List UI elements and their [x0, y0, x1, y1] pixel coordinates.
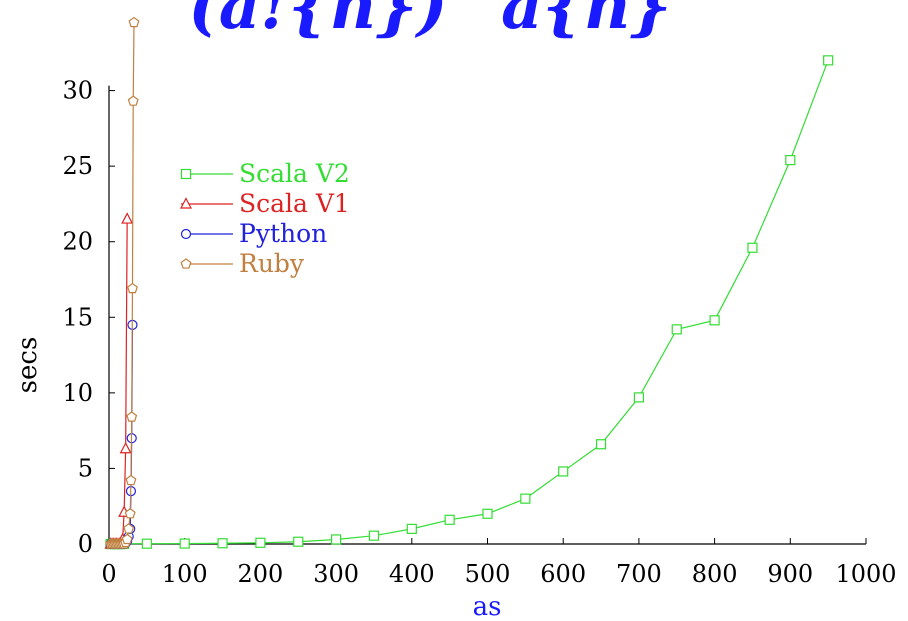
series-layer — [104, 16, 834, 550]
legend-item: Scala V2 — [180, 159, 350, 188]
y-tick-label: 15 — [62, 303, 93, 331]
data-point — [141, 538, 152, 549]
axes — [108, 85, 866, 545]
data-point — [217, 538, 228, 549]
y-tick-label: 10 — [62, 379, 93, 407]
data-point — [331, 534, 342, 545]
y-tick-label: 30 — [62, 77, 93, 105]
x-tick-label: 300 — [313, 560, 359, 588]
y-tick-label: 25 — [62, 152, 93, 180]
x-tick-label: 600 — [540, 560, 586, 588]
series-scala-v2 — [105, 55, 834, 550]
legend-marker — [180, 168, 192, 180]
x-tick-label: 900 — [767, 560, 813, 588]
legend-item: Scala V1 — [180, 189, 350, 218]
legend-marker — [180, 228, 192, 240]
x-tick-label: 700 — [616, 560, 662, 588]
data-point — [119, 441, 132, 454]
x-tick-label: 200 — [237, 560, 283, 588]
data-point — [121, 533, 133, 545]
legend-label: Ruby — [239, 249, 305, 278]
x-tick-label: 800 — [692, 560, 738, 588]
data-point — [293, 536, 304, 547]
x-tick-label: 100 — [162, 560, 208, 588]
data-point — [823, 55, 834, 66]
series-line — [110, 219, 128, 545]
legend-item: Python — [180, 219, 327, 248]
data-point — [406, 523, 417, 534]
legend-label: Scala V1 — [239, 189, 350, 218]
y-axis-ticks: 0 5 10 15 20 25 30 — [62, 77, 115, 558]
chart-title: (a!{n})^a{n} — [189, 0, 672, 44]
data-point — [747, 242, 758, 253]
series-line — [110, 60, 829, 545]
data-point — [123, 523, 135, 534]
data-point — [558, 466, 569, 477]
data-point — [633, 392, 645, 403]
x-axis-ticks: 0 100 200 300 400 500 600 700 800 900 1000 — [101, 538, 897, 588]
series-ruby — [105, 16, 140, 549]
data-point — [671, 324, 682, 335]
legend-label: Scala V2 — [239, 159, 350, 188]
data-point — [126, 411, 138, 422]
data-point — [179, 538, 190, 549]
data-point — [595, 439, 607, 450]
legend-item: Ruby — [180, 249, 305, 278]
data-point — [121, 212, 134, 224]
x-tick-label: 1000 — [835, 560, 896, 588]
x-tick-label: 500 — [465, 560, 511, 588]
data-point — [709, 315, 720, 326]
y-tick-label: 0 — [78, 530, 93, 558]
y-tick-label: 5 — [78, 454, 93, 482]
data-point — [127, 95, 139, 106]
data-point — [128, 16, 140, 28]
legend-marker — [180, 197, 192, 209]
x-tick-label: 0 — [101, 560, 116, 588]
data-point — [482, 508, 493, 519]
data-point — [520, 493, 531, 504]
x-tick-label: 400 — [389, 560, 435, 588]
y-tick-label: 20 — [62, 228, 93, 256]
legend-label: Python — [239, 219, 327, 248]
data-point — [127, 282, 138, 294]
data-point — [444, 514, 455, 525]
data-point — [368, 530, 380, 541]
data-point — [785, 154, 796, 166]
data-point — [124, 508, 136, 519]
legend-marker — [180, 258, 192, 269]
y-axis-label: secs — [13, 337, 43, 394]
x-axis-label: as — [473, 592, 502, 621]
data-point — [255, 537, 266, 548]
data-point — [125, 474, 137, 486]
